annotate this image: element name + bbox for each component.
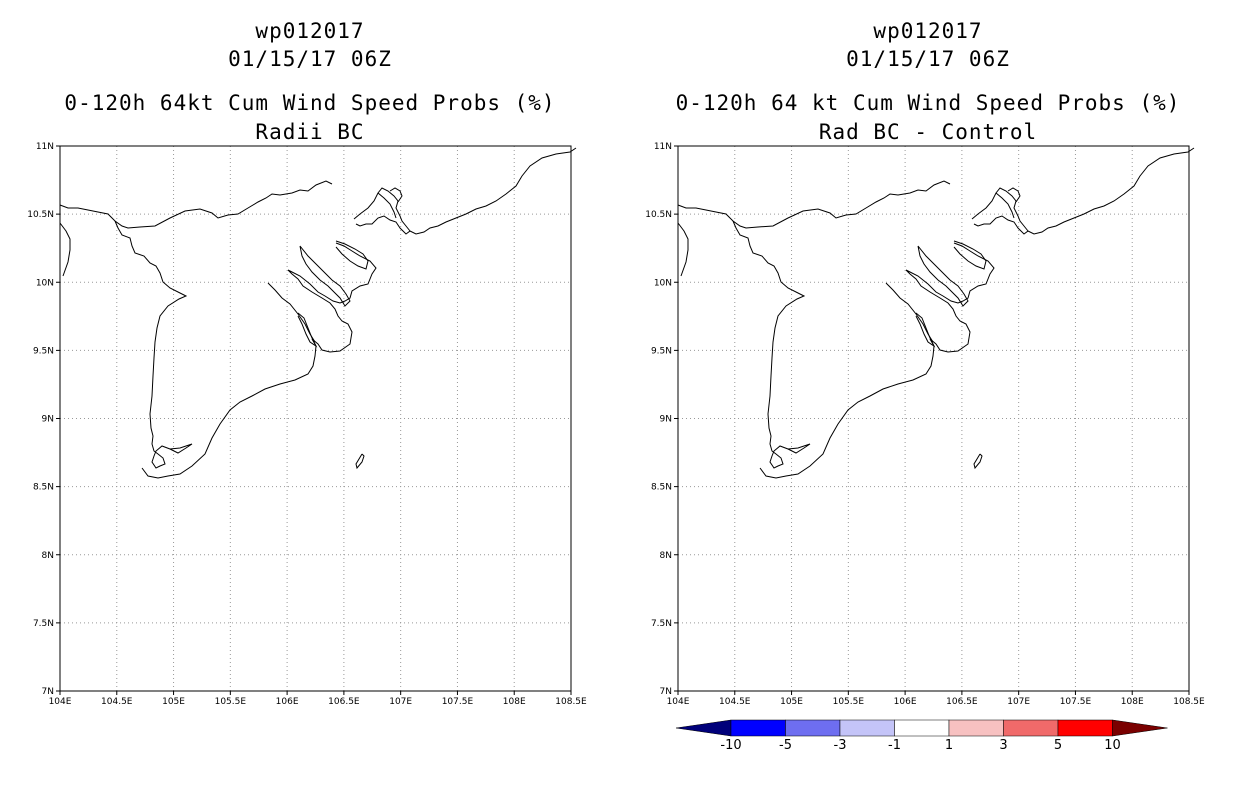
- right-lon-tick-label: 107.5E: [1060, 697, 1092, 707]
- colorbar-segment: [839, 719, 895, 737]
- right-lon-tick-label: 106.5E: [946, 697, 978, 707]
- right-lat-tick-label: 8N: [660, 551, 672, 561]
- right-lat-tick-label: 9N: [660, 415, 672, 425]
- left-datetime: 01/15/17 06Z: [228, 47, 392, 71]
- colorbar-segment: [730, 719, 786, 737]
- left-lon-tick-label: 104.5E: [101, 697, 133, 707]
- left-lat-tick-label: 8.5N: [33, 483, 54, 493]
- right-lat-tick-label: 9.5N: [651, 346, 672, 356]
- left-lat-tick-label: 9.5N: [33, 346, 54, 356]
- right-product-title: 0-120h 64 kt Cum Wind Speed Probs (%): [675, 91, 1181, 115]
- right-lat-tick-label: 8.5N: [651, 483, 672, 493]
- left-map-panel: 104E 104.5E 105E 105.5E 106E 106.5E 107E 107.5E…: [27, 142, 587, 707]
- left-lon-tick-label: 108E: [503, 697, 526, 707]
- colorbar-low-arrow: [675, 719, 732, 737]
- left-lat-tick-label: 11N: [36, 142, 54, 152]
- colorbar-label: -10: [720, 738, 741, 753]
- left-subtitle: Radii BC: [255, 120, 365, 144]
- right-lon-tick-label: 106E: [894, 697, 917, 707]
- right-datetime: 01/15/17 06Z: [846, 47, 1010, 71]
- colorbar-label: -3: [834, 738, 847, 753]
- left-lon-tick-label: 107E: [389, 697, 412, 707]
- right-lon-tick-label: 107E: [1007, 697, 1030, 707]
- left-lat-tick-label: 9N: [42, 415, 54, 425]
- right-storm-id: wp012017: [873, 19, 983, 43]
- left-coastline: [59, 147, 577, 479]
- colorbar-segment: [1003, 719, 1059, 737]
- left-storm-id: wp012017: [255, 19, 365, 43]
- left-lon-tick-label: 108.5E: [555, 697, 587, 707]
- left-lon-tick-label: 106.5E: [328, 697, 360, 707]
- left-lat-tick-label: 8N: [42, 551, 54, 561]
- colorbar-segment: [785, 719, 841, 737]
- right-lon-tick-label: 105E: [780, 697, 803, 707]
- left-lat-tick-label: 7N: [42, 687, 54, 697]
- right-lon-tick-label: 104E: [667, 697, 690, 707]
- left-lat-tick-label: 7.5N: [33, 619, 54, 629]
- left-lat-tick-label: 10.5N: [27, 210, 54, 220]
- right-lat-tick-label: 7N: [660, 687, 672, 697]
- colorbar-segment: [894, 719, 950, 737]
- right-lon-tick-label: 108E: [1121, 697, 1144, 707]
- left-lon-tick-label: 106E: [276, 697, 299, 707]
- left-lat-tick-label: 10N: [36, 278, 54, 288]
- right-map-panel: 104E 104.5E 105E 105.5E 106E 106.5E 107E 107.5E…: [645, 142, 1205, 707]
- colorbar: -10 -5 -3 -1 1 3 5 10: [675, 719, 1168, 753]
- colorbar-segment: [1057, 719, 1113, 737]
- left-lon-tick-label: 104E: [49, 697, 72, 707]
- colorbar-label: -1: [888, 738, 901, 753]
- colorbar-label: 1: [945, 738, 953, 753]
- left-lon-tick-label: 105.5E: [215, 697, 247, 707]
- left-lon-tick-label: 107.5E: [442, 697, 474, 707]
- right-coastline: [677, 147, 1195, 479]
- right-lon-tick-label: 108.5E: [1173, 697, 1205, 707]
- right-lat-tick-label: 10N: [654, 278, 672, 288]
- right-lon-tick-label: 105.5E: [833, 697, 865, 707]
- right-lat-tick-label: 11N: [654, 142, 672, 152]
- right-subtitle: Rad BC - Control: [818, 120, 1038, 144]
- colorbar-label: 3: [999, 738, 1007, 753]
- right-lat-tick-label: 10.5N: [645, 210, 672, 220]
- colorbar-label: -5: [779, 738, 792, 753]
- right-lon-tick-label: 104.5E: [719, 697, 751, 707]
- right-lat-tick-label: 7.5N: [651, 619, 672, 629]
- left-product-title: 0-120h 64kt Cum Wind Speed Probs (%): [64, 91, 556, 115]
- colorbar-label: 10: [1104, 738, 1121, 753]
- left-lon-tick-label: 105E: [162, 697, 185, 707]
- colorbar-label: 5: [1054, 738, 1062, 753]
- colorbar-segment: [948, 719, 1004, 737]
- colorbar-high-arrow: [1112, 719, 1168, 737]
